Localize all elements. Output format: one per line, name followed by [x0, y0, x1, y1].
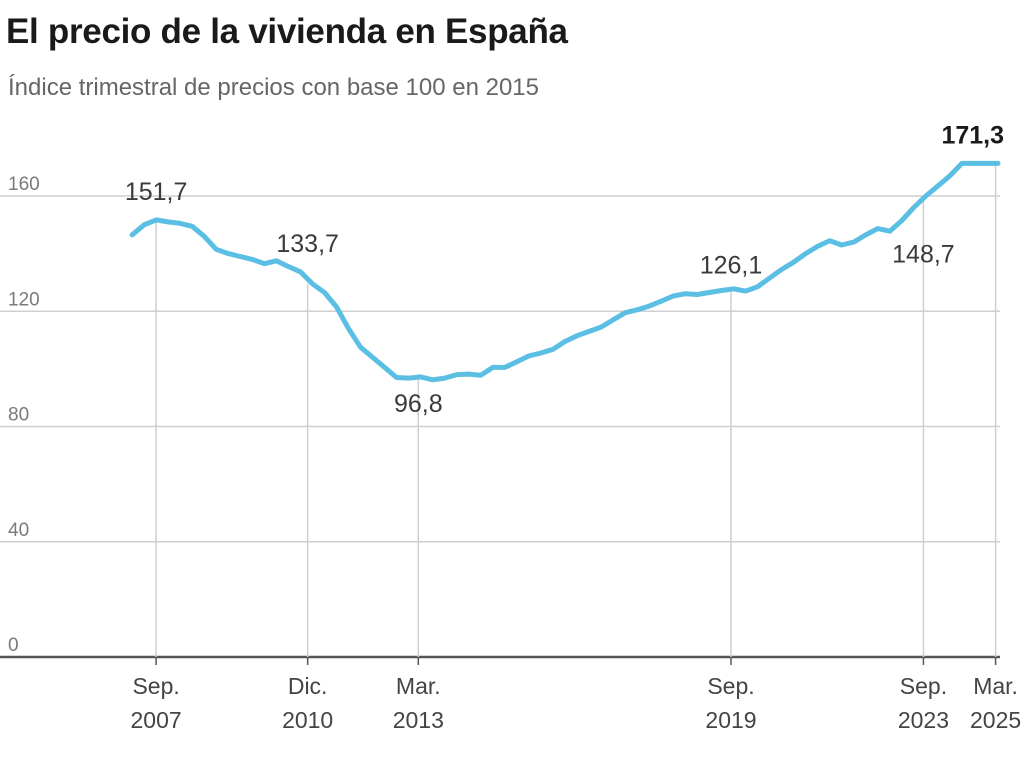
x-tick-label: 2025 [970, 707, 1021, 733]
data-label: 151,7 [125, 178, 188, 206]
y-tick-label: 40 [8, 520, 29, 541]
data-label: 148,7 [892, 241, 955, 269]
chart-subtitle: Índice trimestral de precios con base 10… [8, 74, 539, 101]
y-tick-label: 80 [8, 405, 29, 426]
x-tick-label: 2007 [131, 707, 182, 733]
x-tick-label: 2013 [393, 707, 444, 733]
x-tick-label: Sep. [900, 673, 947, 699]
data-label: 133,7 [276, 230, 339, 258]
data-label: 171,3 [941, 121, 1004, 149]
chart-title: El precio de la vivienda en España [6, 12, 568, 51]
x-tick-label: 2010 [282, 707, 333, 733]
x-tick-label: Sep. [707, 673, 754, 699]
y-tick-label: 160 [8, 174, 40, 195]
series-line [129, 160, 1001, 383]
x-tick-label: 2023 [898, 707, 949, 733]
x-tick-label: 2019 [705, 707, 756, 733]
x-tick-label: Dic. [288, 673, 328, 699]
y-tick-label: 120 [8, 289, 40, 310]
x-tick-label: Sep. [132, 673, 179, 699]
x-tick-label: Mar. [973, 673, 1018, 699]
y-tick-label: 0 [8, 635, 19, 656]
x-tick-label: Mar. [396, 673, 441, 699]
data-label: 126,1 [700, 252, 763, 280]
data-label: 96,8 [394, 390, 443, 418]
